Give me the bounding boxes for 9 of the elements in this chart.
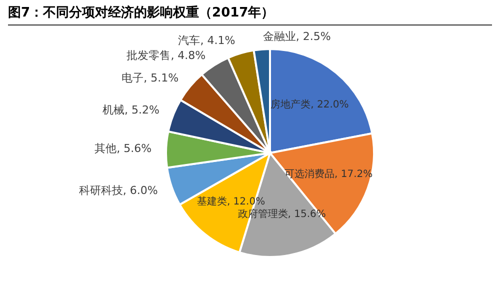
slice-label: 电子, 5.1%	[122, 71, 179, 84]
chart-title: 图7：不同分项对经济的影响权重（2017年）	[8, 4, 274, 21]
slice-label: 机械, 5.2%	[102, 104, 160, 117]
slice-label: 汽车, 4.1%	[178, 34, 236, 48]
slice-label: 房地产类, 22.0%	[270, 98, 349, 111]
slice-label: 金融业, 2.5%	[262, 30, 331, 43]
slice-label: 科研科技, 6.0%	[78, 184, 158, 197]
slice-label: 批发零售, 4.8%	[126, 49, 206, 62]
slice-label: 其他, 5.6%	[94, 142, 152, 156]
